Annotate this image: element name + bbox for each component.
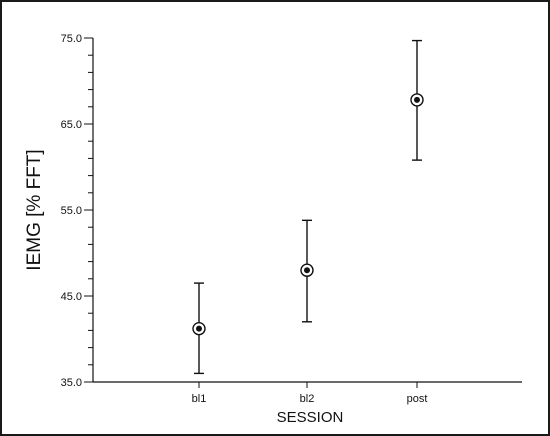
x-axis-title: SESSION — [277, 409, 344, 426]
y-tick-label: 55.0 — [61, 205, 82, 217]
y-ticks: 35.0 45.0 55.0 65.0 75.0 — [61, 33, 93, 389]
data-point-dot — [414, 96, 420, 103]
y-tick-label: 45.0 — [61, 291, 82, 303]
data-point-dot — [196, 325, 202, 332]
y-tick-label: 75.0 — [61, 33, 82, 45]
x-ticks: bl1 bl2 post — [192, 382, 428, 405]
data-points — [192, 93, 424, 336]
x-tick-label: bl2 — [300, 393, 315, 405]
x-tick-label: post — [407, 393, 428, 405]
data-point — [300, 263, 314, 277]
y-tick-label: 65.0 — [61, 119, 82, 131]
data-point — [192, 321, 206, 336]
data-point-dot — [304, 267, 310, 274]
axes — [92, 38, 522, 383]
y-axis-title: IEMG [% FFT] — [24, 149, 45, 270]
error-bars — [194, 39, 422, 375]
y-tick-label: 35.0 — [61, 377, 82, 389]
x-tick-label: bl1 — [192, 393, 207, 405]
data-point — [410, 93, 424, 107]
